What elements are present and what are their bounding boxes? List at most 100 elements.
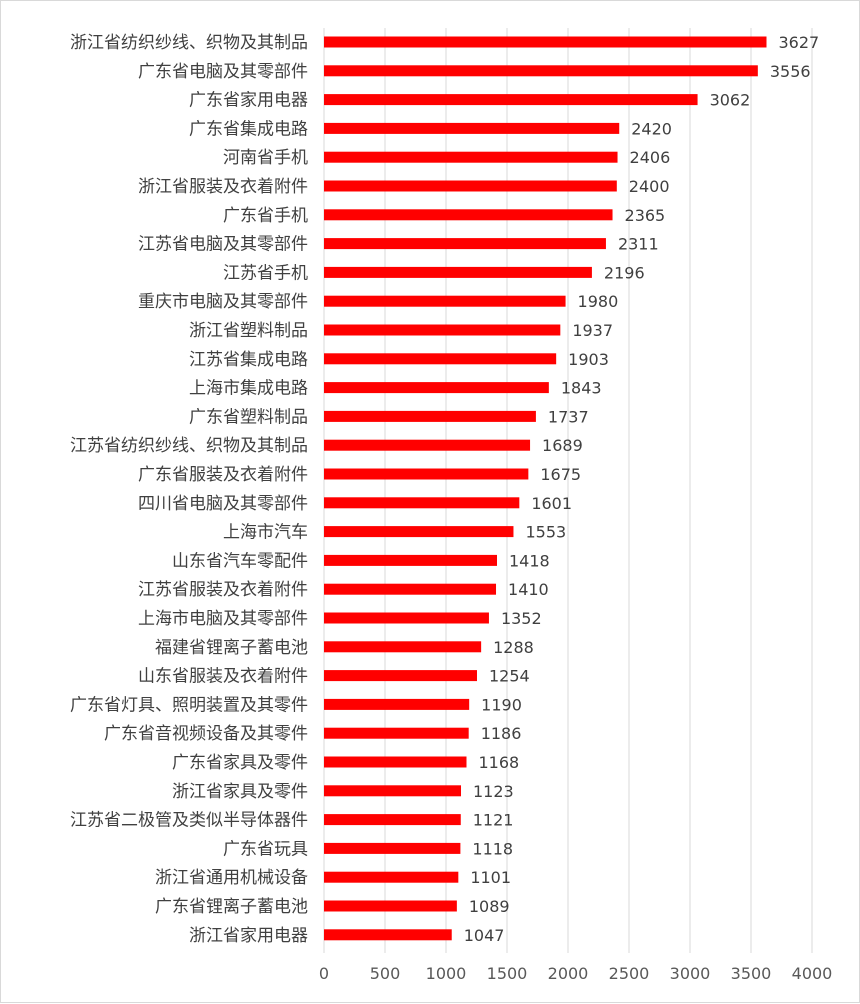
- data-label: 1186: [481, 724, 522, 743]
- category-label: 江苏省二极管及类似半导体器件: [70, 811, 308, 831]
- category-label: 广东省家用电器: [189, 91, 308, 111]
- data-label: 1352: [501, 609, 542, 628]
- category-label: 福建省锂离子蓄电池: [155, 638, 308, 658]
- x-tick-label: 4000: [792, 964, 833, 983]
- bar: [324, 122, 620, 134]
- bar: [324, 612, 489, 624]
- x-axis-ticks: 0 500 1000 1500 2000 2500 3000 3500 4000: [319, 964, 832, 983]
- bars: [324, 36, 767, 941]
- category-label: 江苏省手机: [223, 263, 308, 283]
- data-label: 2196: [604, 263, 645, 282]
- data-label: 1601: [531, 494, 572, 513]
- category-label: 江苏省纺织纱线、织物及其制品: [70, 436, 308, 456]
- data-label: 1121: [473, 811, 514, 830]
- x-tick-label: 3500: [731, 964, 772, 983]
- data-label: 1288: [493, 638, 534, 657]
- bar: [324, 842, 461, 854]
- bar: [324, 929, 452, 941]
- data-label: 3627: [778, 33, 819, 52]
- category-label: 江苏省服装及衣着附件: [138, 580, 308, 600]
- category-label: 浙江省服装及衣着附件: [138, 177, 308, 197]
- bar: [324, 266, 592, 278]
- data-label: 1418: [509, 551, 550, 570]
- bar: [324, 353, 557, 365]
- category-label: 上海市汽车: [223, 523, 308, 543]
- category-label: 河南省手机: [223, 148, 308, 168]
- category-label: 广东省锂离子蓄电池: [155, 897, 308, 917]
- bar: [324, 151, 618, 163]
- x-tick-label: 1000: [426, 964, 467, 983]
- x-tick-label: 1500: [487, 964, 528, 983]
- data-label: 1190: [481, 695, 522, 714]
- bar: [324, 641, 482, 653]
- category-label: 广东省玩具: [223, 839, 308, 859]
- bar: [324, 36, 767, 48]
- category-label: 广东省音视频设备及其零件: [104, 724, 308, 744]
- data-label: 2420: [631, 119, 672, 138]
- data-label: 1089: [469, 897, 510, 916]
- bar: [324, 554, 497, 566]
- data-label: 1254: [489, 667, 530, 686]
- bar: [324, 295, 566, 307]
- data-label: 1410: [508, 580, 549, 599]
- data-label: 1118: [472, 839, 513, 858]
- bar: [324, 871, 459, 883]
- data-label: 2311: [618, 235, 659, 254]
- category-label: 广东省塑料制品: [189, 407, 308, 427]
- x-tick-label: 0: [319, 964, 329, 983]
- data-label: 1689: [542, 436, 583, 455]
- bar: [324, 180, 617, 192]
- data-label: 2406: [630, 148, 671, 167]
- data-label: 1937: [572, 321, 613, 340]
- data-label: 2365: [625, 206, 666, 225]
- category-label: 上海市电脑及其零部件: [138, 609, 308, 629]
- bar: [324, 785, 462, 797]
- bar: [324, 497, 520, 509]
- bar: [324, 94, 698, 106]
- category-label: 广东省灯具、照明装置及其零件: [70, 695, 308, 715]
- x-tick-label: 2500: [609, 964, 650, 983]
- category-label: 广东省集成电路: [189, 119, 308, 139]
- category-label: 山东省服装及衣着附件: [138, 667, 308, 687]
- bar: [324, 410, 536, 422]
- category-label: 浙江省家具及零件: [172, 782, 308, 802]
- category-label: 浙江省通用机械设备: [155, 868, 308, 888]
- data-label: 1553: [525, 523, 566, 542]
- data-label: 1675: [540, 465, 581, 484]
- bar: [324, 439, 531, 451]
- category-label: 上海市集成电路: [189, 379, 308, 399]
- bar: [324, 756, 467, 768]
- bar: [324, 382, 549, 394]
- data-label: 1903: [568, 350, 609, 369]
- data-label: 1123: [473, 782, 514, 801]
- x-tick-label: 3000: [670, 964, 711, 983]
- category-label: 浙江省家用电器: [189, 926, 308, 946]
- category-label: 浙江省纺织纱线、织物及其制品: [70, 33, 308, 53]
- bar: [324, 468, 529, 480]
- data-label: 2400: [629, 177, 670, 196]
- category-label: 山东省汽车零配件: [172, 551, 308, 571]
- bar: [324, 814, 461, 826]
- data-label: 1101: [470, 868, 511, 887]
- category-label: 江苏省电脑及其零部件: [138, 235, 308, 255]
- category-label: 重庆市电脑及其零部件: [138, 292, 308, 312]
- bar: [324, 526, 514, 538]
- bar: [324, 209, 613, 221]
- category-label: 广东省服装及衣着附件: [138, 465, 308, 485]
- bar: [324, 65, 758, 77]
- data-label: 3556: [770, 62, 811, 81]
- bar: [324, 670, 477, 682]
- bar: [324, 324, 561, 336]
- data-label: 1168: [478, 753, 519, 772]
- bar: [324, 698, 470, 710]
- x-tick-label: 2000: [548, 964, 589, 983]
- x-tick-label: 500: [370, 964, 401, 983]
- category-label: 四川省电脑及其零部件: [138, 494, 308, 514]
- category-labels: 浙江省纺织纱线、织物及其制品广东省电脑及其零部件广东省家用电器广东省集成电路河南…: [70, 33, 308, 946]
- category-label: 广东省电脑及其零部件: [138, 62, 308, 82]
- bar: [324, 238, 606, 250]
- category-label: 广东省家具及零件: [172, 753, 308, 773]
- data-label: 1980: [578, 292, 619, 311]
- bar: [324, 900, 457, 912]
